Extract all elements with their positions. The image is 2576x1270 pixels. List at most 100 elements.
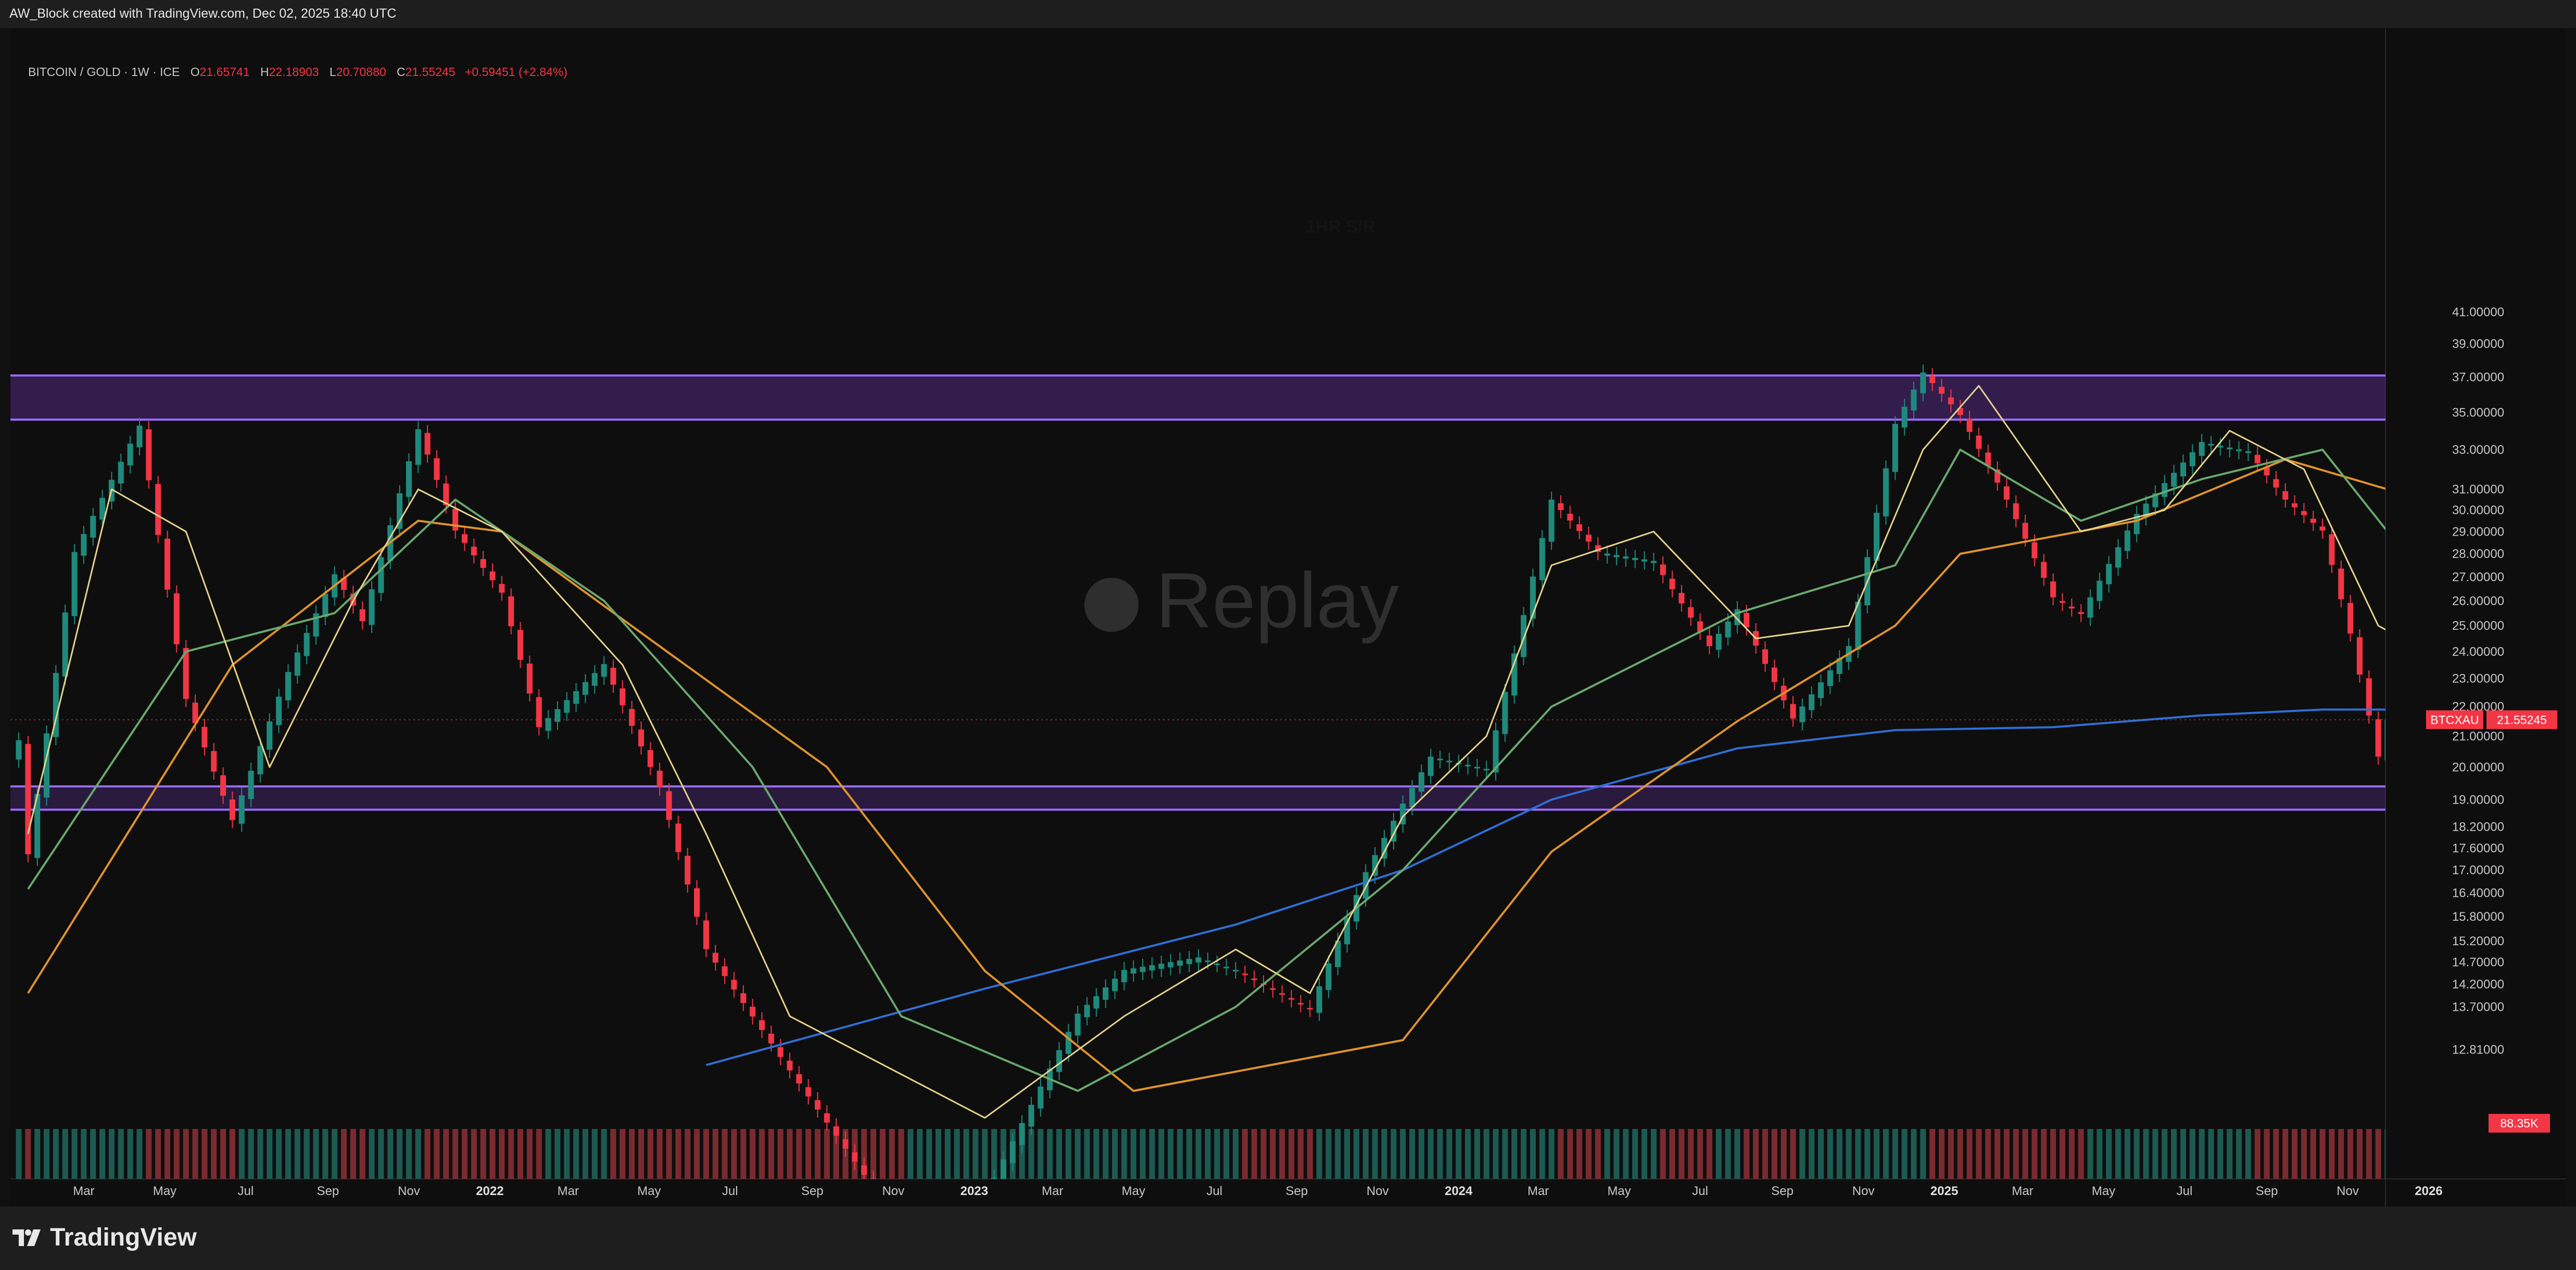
volume-bar [647,1129,653,1179]
candle-body [1000,1159,1006,1179]
candle-body [1874,513,1880,561]
candle-body [192,702,198,723]
volume-bar [257,1129,263,1179]
tradingview-logo[interactable]: TradingView [12,1223,197,1252]
volume-bar [1595,1129,1601,1179]
candle-body [591,673,598,686]
volume-bar [944,1129,951,1179]
volume-bar [1744,1129,1750,1179]
volume-bar [954,1129,960,1179]
chart-svg[interactable]: 1HR S/R Replay 41.00000 39.00000 37.00000 35.… [10,29,2566,1206]
candle-body [1678,593,1685,604]
x-tick-label-24: Mar [2012,1184,2033,1198]
candle-body [2189,452,2195,466]
candle-body [229,799,235,820]
volume-bar [2310,1129,2316,1179]
volume-bar [1688,1129,1694,1179]
volume-bar [350,1129,356,1179]
y-tick-label-26: 13.70000 [2452,1000,2504,1014]
volume-bar [2133,1129,2140,1179]
candle-body [1186,959,1192,964]
y-tick-label-24: 14.70000 [2452,956,2504,970]
candle-body [1548,499,1555,542]
candle-body [1966,418,1973,432]
candle-body [777,1047,784,1057]
zone-annotation: 1HR S/R [1306,217,1375,237]
candle-body [824,1113,830,1123]
candle-body [1641,559,1648,562]
candle-body [1437,758,1443,760]
candle-body [973,1199,978,1206]
candle-body [1892,424,1898,472]
candle-body [1883,468,1889,517]
candle-body [304,632,310,656]
volume-bar [963,1129,969,1179]
volume-bar [1483,1129,1489,1179]
candle-body [2097,580,2103,601]
volume-bar [1623,1129,1629,1179]
volume-bar [787,1129,793,1179]
volume-bar [248,1129,254,1179]
chart-panel[interactable]: 1HR S/R Replay 41.00000 39.00000 37.00000 35.… [10,29,2566,1206]
y-tick-label-7: 29.00000 [2452,525,2504,539]
candle-body [1381,837,1387,859]
candle-body [397,493,403,529]
volume-tag-bg [2489,1114,2550,1133]
candle-body [1650,561,1657,563]
candle-body [508,596,514,627]
y-tick-label-22: 15.80000 [2452,910,2504,924]
legend-close-label: C [397,65,406,79]
candle-body [545,718,551,731]
y-tick-label-13: 23.00000 [2452,672,2504,686]
candle-body [1799,706,1805,722]
candle-body [267,721,273,750]
volume-bar [1344,1129,1350,1179]
candle-body [1464,765,1471,767]
volume-bar [703,1129,709,1179]
volume-bar [1725,1129,1731,1179]
candle-body [1028,1104,1034,1127]
volume-bar [1130,1129,1137,1179]
volume-bar [340,1129,347,1179]
volume-bar [712,1129,718,1179]
candle-body [2013,503,2019,519]
volume-bar [1799,1129,1805,1179]
volume-bar [1028,1129,1034,1179]
volume-bar [2301,1129,2307,1179]
volume-bar [1456,1129,1462,1179]
legend-symbol: BITCOIN / GOLD · 1W · ICE [28,65,180,79]
x-tick-label-25: May [2092,1184,2115,1198]
candle-body [452,509,459,531]
candle-body [1103,987,1109,1000]
candle-body [81,534,87,556]
volume-bar [2319,1129,2326,1179]
candle-body [554,709,561,722]
candle-body [1827,670,1833,686]
candle-body [2319,526,2326,531]
candle-body [118,462,124,484]
y-tick-label-1: 39.00000 [2452,337,2504,351]
volume-bar [2329,1129,2335,1179]
candle-body [1214,963,1220,966]
candle-body [1232,970,1239,972]
volume-bar [1548,1129,1555,1179]
volume-bar [1985,1129,1991,1179]
candle-body [1038,1086,1044,1109]
candle-body [833,1126,839,1136]
volume-bar [666,1129,672,1179]
volume-bar [118,1129,124,1179]
candle-body [294,652,300,676]
volume-tag: 88.35K [2501,1116,2539,1130]
replay-icon [1084,578,1139,632]
volume-bar [1827,1129,1833,1179]
volume-bar [2356,1129,2363,1179]
y-tick-label-6: 30.00000 [2452,503,2504,517]
candle-body [1297,1003,1304,1005]
tradingview-icon [12,1229,41,1246]
volume-bar [870,1129,877,1179]
y-tick-label-15: 21.00000 [2452,729,2504,743]
volume-bar [238,1129,245,1179]
volume-bar [499,1129,505,1179]
volume-bar [43,1129,50,1179]
volume-bar [1418,1129,1424,1179]
